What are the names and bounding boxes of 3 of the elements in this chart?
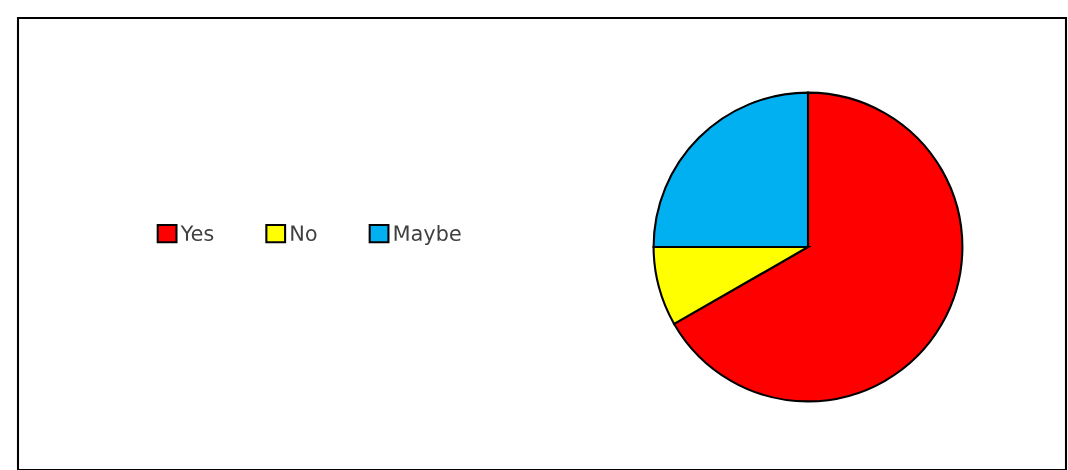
legend-label: Maybe (394, 224, 461, 246)
legend-label: No (291, 225, 317, 242)
legend-label: Yes (180, 225, 214, 242)
